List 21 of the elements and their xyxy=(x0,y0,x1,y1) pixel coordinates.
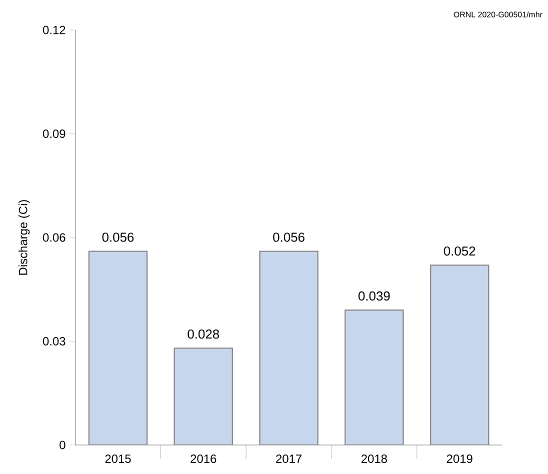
data-label: 0.039 xyxy=(358,291,390,301)
y-tick-label: 0 xyxy=(60,440,66,450)
data-label: 0.056 xyxy=(273,232,304,242)
bar xyxy=(259,250,318,445)
x-tick-label: 2015 xyxy=(105,454,131,463)
x-tick-label: 2019 xyxy=(446,454,472,463)
x-tick-label: 2017 xyxy=(276,454,302,463)
y-tick-label: 0.06 xyxy=(42,233,66,242)
bar xyxy=(430,264,490,445)
bar xyxy=(174,348,234,445)
y-tick-label: 0.03 xyxy=(42,337,66,346)
y-tick-label: 0.09 xyxy=(42,130,66,138)
data-label: 0.028 xyxy=(188,329,220,339)
y-axis-title: Discharge (Ci) xyxy=(18,200,30,275)
data-label: 0.056 xyxy=(102,232,134,242)
bar xyxy=(88,250,148,445)
bar xyxy=(344,310,404,445)
data-label: 0.052 xyxy=(444,246,476,256)
x-tick-label: 2018 xyxy=(362,454,387,463)
y-tick-label: 0.12 xyxy=(42,26,66,34)
x-tick-label: 2016 xyxy=(190,454,216,463)
